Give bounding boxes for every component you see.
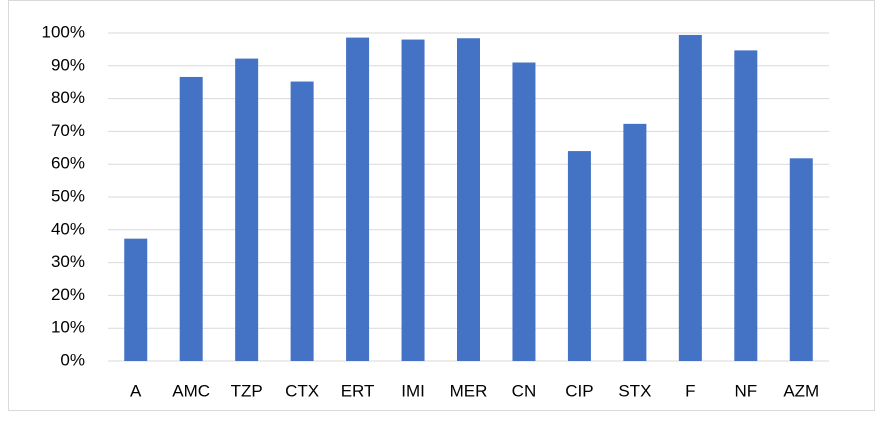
x-tick-label: STX: [618, 381, 651, 400]
y-tick-label: 20%: [51, 285, 85, 304]
y-tick-label: 0%: [60, 350, 85, 369]
bar: [678, 34, 702, 362]
bar: [401, 39, 425, 362]
chart-frame: [8, 0, 875, 411]
y-tick-label: 70%: [51, 121, 85, 140]
x-tick-label: ERT: [341, 381, 375, 400]
x-tick-label: CN: [512, 381, 537, 400]
y-tick-label: 40%: [51, 219, 85, 238]
bar: [346, 37, 370, 361]
x-tick-label: A: [130, 381, 142, 400]
x-tick-label: MER: [450, 381, 488, 400]
x-tick-label: AMC: [172, 381, 210, 400]
bar: [512, 62, 536, 362]
y-tick-label: 10%: [51, 318, 85, 337]
x-tick-label: NF: [734, 381, 757, 400]
x-tick-label: TZP: [231, 381, 263, 400]
y-tick-label: 50%: [51, 186, 85, 205]
x-tick-label: CIP: [565, 381, 593, 400]
bar: [235, 58, 259, 362]
bar: [179, 76, 203, 362]
bar: [734, 50, 758, 361]
bar: [290, 81, 314, 361]
y-tick-label: 30%: [51, 252, 85, 271]
y-tick-label: 60%: [51, 154, 85, 173]
x-tick-label: IMI: [401, 381, 425, 400]
bar: [567, 151, 591, 361]
x-tick-label: F: [685, 381, 695, 400]
bar: [789, 158, 813, 361]
bar: [124, 238, 148, 361]
x-tick-label: AZM: [783, 381, 819, 400]
y-tick-label: 90%: [51, 55, 85, 74]
bar: [623, 123, 647, 361]
x-tick-label: CTX: [285, 381, 319, 400]
y-tick-label: 80%: [51, 88, 85, 107]
y-tick-label: 100%: [42, 22, 85, 41]
bar: [457, 38, 480, 362]
